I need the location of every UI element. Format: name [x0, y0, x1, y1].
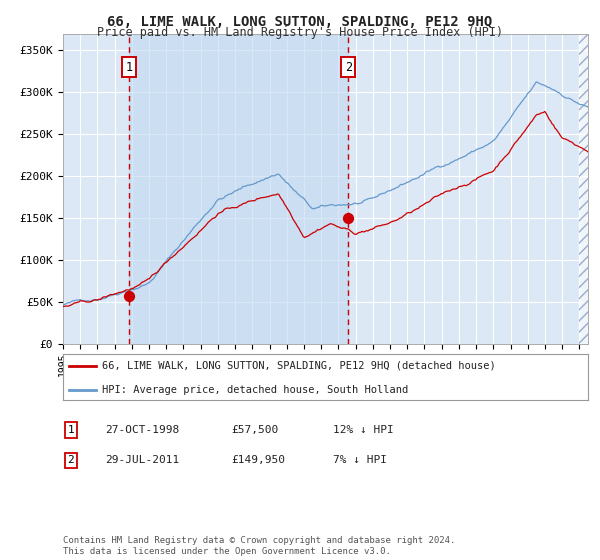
Text: 7% ↓ HPI: 7% ↓ HPI: [333, 455, 387, 465]
Text: £57,500: £57,500: [231, 425, 278, 435]
Point: [124, 292, 134, 301]
Point: [343, 214, 353, 223]
Text: 27-OCT-1998: 27-OCT-1998: [105, 425, 179, 435]
Text: Price paid vs. HM Land Registry's House Price Index (HPI): Price paid vs. HM Land Registry's House …: [97, 26, 503, 39]
Text: 29-JUL-2011: 29-JUL-2011: [105, 455, 179, 465]
Text: Contains HM Land Registry data © Crown copyright and database right 2024.
This d: Contains HM Land Registry data © Crown c…: [63, 536, 455, 556]
Text: 12% ↓ HPI: 12% ↓ HPI: [333, 425, 394, 435]
Text: 2: 2: [344, 60, 352, 74]
Text: 1: 1: [125, 60, 133, 74]
Bar: [580, 34, 588, 344]
Bar: [129, 34, 348, 344]
Text: 66, LIME WALK, LONG SUTTON, SPALDING, PE12 9HQ: 66, LIME WALK, LONG SUTTON, SPALDING, PE…: [107, 15, 493, 29]
Text: HPI: Average price, detached house, South Holland: HPI: Average price, detached house, Sout…: [103, 385, 409, 395]
Bar: [580, 34, 588, 344]
Text: £149,950: £149,950: [231, 455, 285, 465]
Text: 1: 1: [67, 425, 74, 435]
Text: 2: 2: [67, 455, 74, 465]
Text: 66, LIME WALK, LONG SUTTON, SPALDING, PE12 9HQ (detached house): 66, LIME WALK, LONG SUTTON, SPALDING, PE…: [103, 361, 496, 371]
